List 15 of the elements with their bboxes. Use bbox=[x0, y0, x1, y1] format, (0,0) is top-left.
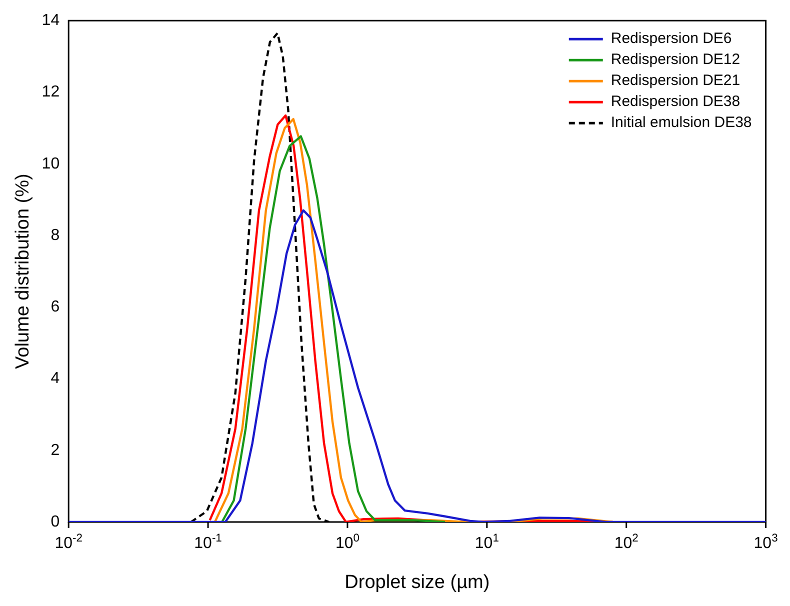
y-tick-label: 8 bbox=[50, 226, 60, 244]
y-axis-title: Volume distribution (%) bbox=[12, 174, 34, 369]
y-tick-label: 10 bbox=[42, 155, 60, 172]
y-tick-label: 12 bbox=[42, 84, 60, 101]
legend-label: Initial emulsion DE38 bbox=[610, 114, 752, 132]
legend-label: Redispersion DE21 bbox=[610, 72, 740, 90]
legend-label: Redispersion DE12 bbox=[610, 51, 740, 68]
x-axis-title: Droplet size (µm) bbox=[344, 572, 490, 593]
y-tick-label: 2 bbox=[50, 442, 60, 459]
y-tick-label: 0 bbox=[50, 513, 60, 530]
y-tick-label: 6 bbox=[50, 298, 60, 316]
y-tick-label: 14 bbox=[42, 12, 60, 30]
legend-label: Redispersion DE6 bbox=[610, 30, 732, 48]
legend-label: Redispersion DE38 bbox=[610, 93, 740, 110]
y-tick-label: 4 bbox=[50, 370, 60, 388]
